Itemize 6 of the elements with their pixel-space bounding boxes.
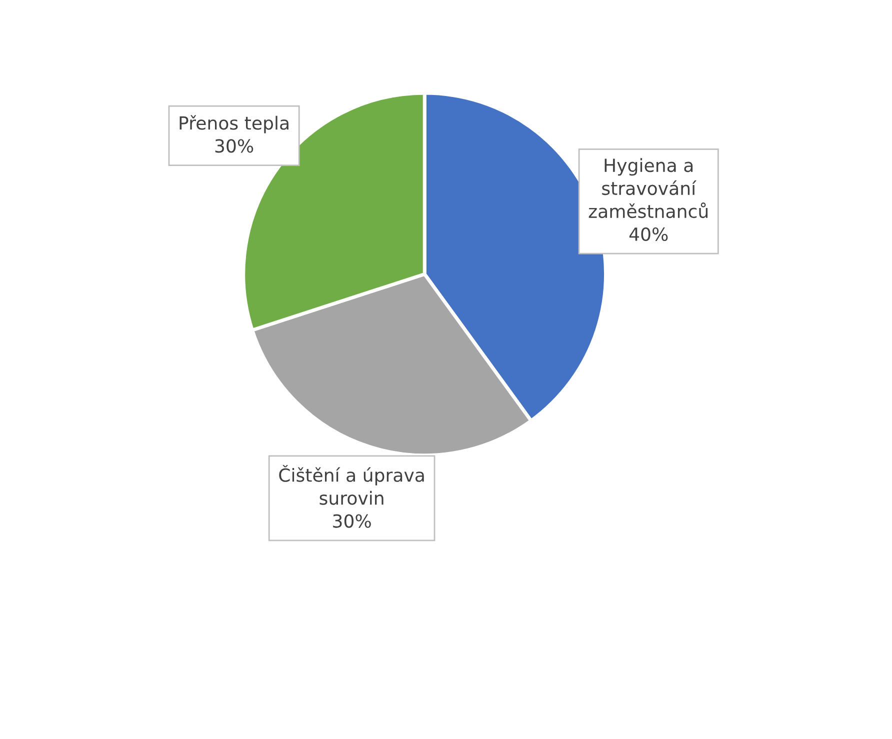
slice-label: Hygiena a stravování zaměstnanců bbox=[588, 158, 708, 218]
data-label: 40% bbox=[629, 227, 668, 242]
data-label: 30% bbox=[333, 514, 371, 528]
data-label: 30% bbox=[215, 139, 254, 153]
slice-label: Čištění a úprava surovin bbox=[279, 464, 424, 505]
slice-label: Přenos tepla bbox=[180, 115, 288, 134]
